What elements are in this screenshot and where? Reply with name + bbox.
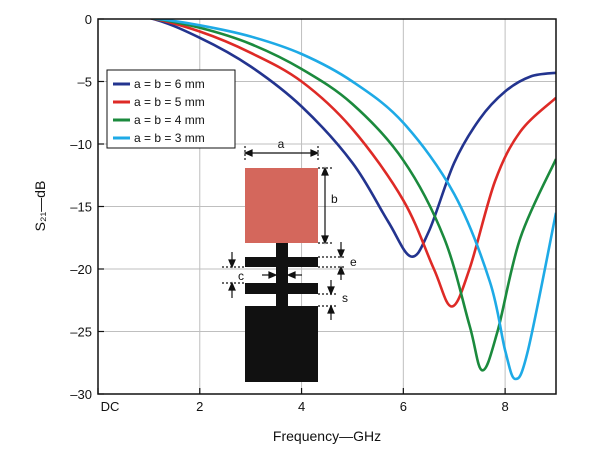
x-tick-label: 6 [400,399,407,414]
dim-s-label: s [342,291,348,305]
bar-1 [245,257,318,267]
axis-ticks: DC 2 4 6 8 0 –5 –10 –15 –20 –25 –30 [70,12,508,414]
stub-1 [276,267,288,283]
dim-a [243,146,320,160]
legend-label-2: a = b = 5 mm [134,95,205,109]
x-tick-label: 4 [298,399,305,414]
legend-label-3: a = b = 4 mm [134,113,205,127]
x-tick-label: DC [101,399,120,414]
legend: a = b = 6 mm a = b = 5 mm a = b = 4 mm a = … [106,69,236,149]
series-line-4 [147,19,556,381]
dim-e-label: e [350,255,357,269]
base-block [245,306,318,382]
y-tick-label: –10 [70,137,92,152]
y-tick-label: –25 [70,325,92,340]
x-tick-label: 8 [501,399,508,414]
legend-label-1: a = b = 6 mm [134,77,205,91]
patch-resonator [245,168,318,243]
dim-b-label: b [331,192,338,206]
series-line-1 [148,19,556,258]
series-line-2 [148,19,556,308]
dim-a-label: a [278,137,285,151]
legend-label-4: a = b = 3 mm [134,131,205,145]
dim-s [318,280,338,320]
y-axis-label: S₂₁—dB [32,181,48,232]
x-tick-label: 2 [196,399,203,414]
y-tick-label: –15 [70,200,92,215]
stub-2 [276,294,288,306]
dim-e [318,242,346,280]
series-lines [147,19,556,381]
y-tick-label: 0 [85,12,92,27]
y-tick-label: –5 [78,75,92,90]
y-tick-label: –30 [70,387,92,402]
filter-diagram: a b e s [222,137,357,382]
feed-stub-top [276,243,288,257]
dim-c-label: c [238,269,244,283]
y-tick-label: –20 [70,262,92,277]
x-axis-label: Frequency—GHz [273,428,381,444]
dim-c [222,252,302,298]
dim-b [318,166,332,245]
bar-2 [245,283,318,294]
